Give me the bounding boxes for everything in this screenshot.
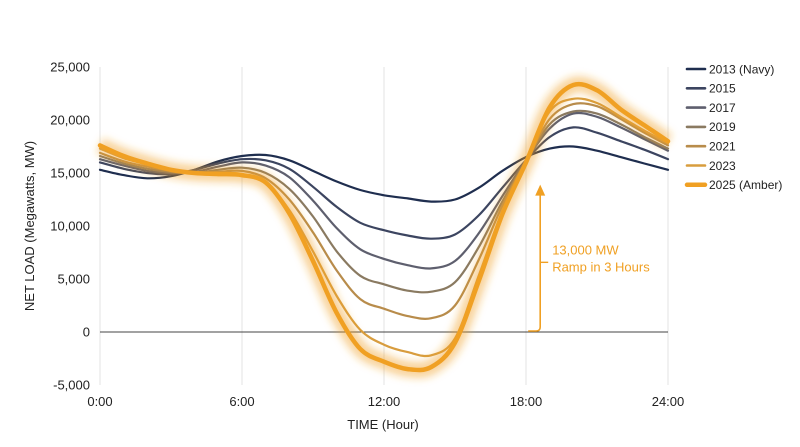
y-tick-label: -5,000 [53, 378, 90, 393]
ramp-annotation-text: Ramp in 3 Hours [552, 259, 650, 274]
legend-label: 2013 (Navy) [709, 62, 774, 76]
series-line-2025-amber [97, 81, 671, 373]
y-tick-label: 25,000 [50, 60, 90, 75]
x-tick-label: 18:00 [510, 394, 543, 409]
ramp-annotation: 13,000 MW Ramp in 3 Hours [528, 184, 650, 332]
legend-label: 2023 [709, 159, 736, 173]
legend-label: 2025 (Amber) [709, 178, 782, 192]
grid [99, 67, 669, 385]
y-tick-label: 10,000 [50, 219, 90, 234]
y-tick-label: 15,000 [50, 166, 90, 181]
x-tick-label: 12:00 [368, 394, 401, 409]
series-lines [96, 76, 673, 379]
x-axis-label: TIME (Hour) [347, 417, 419, 432]
y-tick-label: 5,000 [57, 272, 90, 287]
legend-label: 2021 [709, 140, 736, 154]
ramp-arrow-head [535, 184, 546, 196]
x-tick-label: 24:00 [652, 394, 685, 409]
legend-label: 2019 [709, 120, 736, 134]
y-axis-label: NET LOAD (Megawatts, MW) [22, 141, 37, 311]
legend-label: 2015 [709, 82, 736, 96]
x-tick-label: 0:00 [87, 394, 112, 409]
axes: 0:00 6:00 12:00 18:00 24:00 -5,000 0 5,000 10,00… [50, 60, 684, 410]
y-tick-label: 20,000 [50, 113, 90, 128]
legend: 2013 (Navy) 2015 2017 2019 2021 2023 2025 (Amb… [684, 62, 782, 192]
ramp-annotation-text: 13,000 MW [552, 242, 619, 257]
ramp-arrow-shaft [528, 194, 541, 332]
y-tick-label: 0 [83, 325, 90, 340]
legend-label: 2017 [709, 101, 736, 115]
x-tick-label: 6:00 [229, 394, 254, 409]
